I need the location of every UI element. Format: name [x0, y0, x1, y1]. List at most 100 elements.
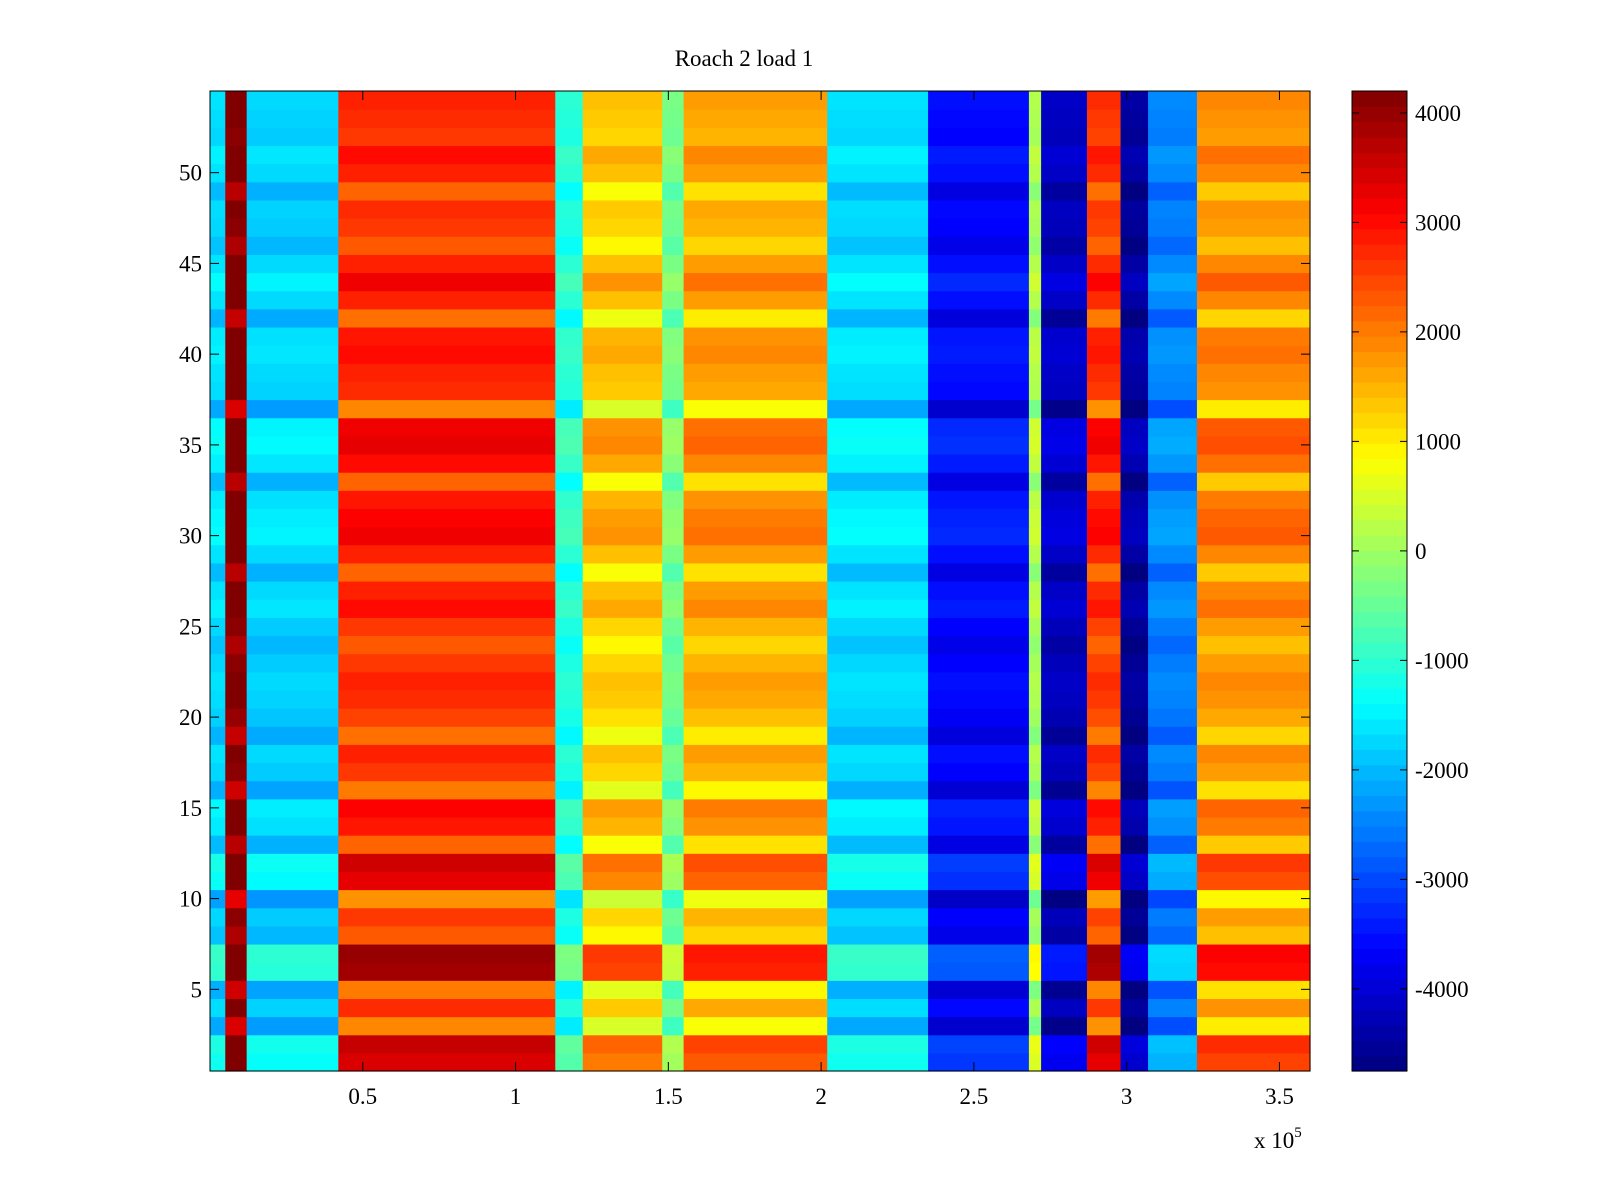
colorbar-tick-label: -4000 [1415, 977, 1469, 1002]
heatmap-cell [555, 1016, 584, 1036]
heatmap-cell [555, 617, 584, 637]
heatmap-cell [683, 599, 828, 618]
heatmap-cell [1148, 1052, 1198, 1072]
heatmap-cell [1196, 163, 1311, 183]
heatmap-cell [582, 363, 663, 382]
heatmap-cell [555, 980, 584, 1000]
heatmap-cell [1196, 399, 1311, 419]
heatmap-cell [1148, 671, 1198, 691]
heatmap-cell [1086, 218, 1122, 237]
heatmap-cell [210, 780, 226, 800]
heatmap-cell [1041, 599, 1088, 618]
heatmap-cell [1086, 453, 1122, 473]
heatmap-cell [338, 835, 556, 854]
heatmap-cell [246, 962, 339, 981]
heatmap-cell [225, 435, 248, 455]
heatmap-cell [555, 907, 584, 927]
heatmap-cell [1028, 689, 1042, 709]
heatmap-cell [1041, 562, 1088, 582]
heatmap-cell [928, 127, 1030, 147]
heatmap-cell [1028, 326, 1042, 346]
heatmap-cell [210, 145, 226, 165]
heatmap-cell [1120, 816, 1149, 836]
heatmap-cell [246, 218, 339, 237]
heatmap-cell [1041, 726, 1088, 745]
heatmap-cell [827, 562, 929, 582]
heatmap-cell [555, 145, 584, 165]
heatmap-cell [662, 599, 685, 618]
heatmap-cell [210, 272, 226, 292]
heatmap-cell [1196, 472, 1311, 491]
heatmap-cell [683, 163, 828, 183]
heatmap-cell [338, 272, 556, 292]
heatmap-cell [210, 762, 226, 782]
heatmap-cell [555, 689, 584, 709]
heatmap-cell [1196, 925, 1311, 945]
heatmap-cell [1041, 780, 1088, 800]
heatmap-cell [246, 708, 339, 727]
heatmap-cell [246, 399, 339, 419]
heatmap-cell [827, 889, 929, 909]
heatmap-cell [1041, 254, 1088, 274]
colorbar-segment [1352, 213, 1407, 230]
heatmap-cell [338, 762, 556, 782]
heatmap-cell [210, 363, 226, 382]
heatmap-cell [662, 980, 685, 1000]
colorbar-segment [1352, 198, 1407, 215]
heatmap-cell [555, 290, 584, 310]
heatmap-cell [225, 726, 248, 745]
heatmap-cell [210, 925, 226, 945]
heatmap-cell [1120, 290, 1149, 310]
heatmap-cell [1041, 853, 1088, 872]
colorbar-segment [1352, 887, 1407, 904]
heatmap-cell [1148, 199, 1198, 219]
heatmap-cell [1148, 145, 1198, 165]
heatmap-cell [662, 1034, 685, 1054]
heatmap-cell [683, 889, 828, 909]
heatmap-cell [1086, 163, 1122, 183]
heatmap-cell [1041, 798, 1088, 818]
heatmap-cell [225, 708, 248, 727]
heatmap-cell [555, 1052, 584, 1072]
heatmap-cell [928, 363, 1030, 382]
heatmap-cell [1028, 218, 1042, 237]
heatmap-cell [1196, 453, 1311, 473]
heatmap-cell [1148, 562, 1198, 582]
colorbar-segment [1352, 703, 1407, 720]
heatmap-cell [1028, 617, 1042, 637]
heatmap-cell [225, 780, 248, 800]
heatmap-cell [582, 345, 663, 364]
heatmap-cell [338, 635, 556, 655]
heatmap-cell [225, 762, 248, 782]
heatmap-cell [827, 127, 929, 147]
heatmap-cell [1148, 689, 1198, 709]
heatmap-cell [210, 1052, 226, 1072]
heatmap-cell [225, 925, 248, 945]
heatmap-cell [210, 1016, 226, 1036]
heatmap-cell [1086, 889, 1122, 909]
heatmap-cell [1196, 562, 1311, 582]
heatmap-cell [683, 780, 828, 800]
heatmap-cell [662, 1016, 685, 1036]
heatmap-cell [683, 998, 828, 1018]
heatmap-cell [582, 453, 663, 473]
heatmap-cell [827, 617, 929, 637]
heatmap-cell [555, 671, 584, 691]
heatmap-cell [338, 1052, 556, 1072]
heatmap-cell [683, 453, 828, 473]
heatmap-cell [1120, 744, 1149, 764]
heatmap-cell [1120, 472, 1149, 491]
heatmap-cell [1148, 617, 1198, 637]
heatmap-cell [582, 272, 663, 292]
heatmap-cell [1120, 980, 1149, 1000]
heatmap-cell [1041, 943, 1088, 963]
heatmap-cell [225, 254, 248, 274]
heatmap-cell [225, 399, 248, 419]
heatmap-cell [1120, 835, 1149, 854]
colorbar-segment [1352, 381, 1407, 398]
heatmap-cell [928, 853, 1030, 872]
heatmap-cell [928, 998, 1030, 1018]
heatmap-cell [210, 199, 226, 219]
heatmap-cell [1028, 599, 1042, 618]
heatmap-cell [555, 780, 584, 800]
